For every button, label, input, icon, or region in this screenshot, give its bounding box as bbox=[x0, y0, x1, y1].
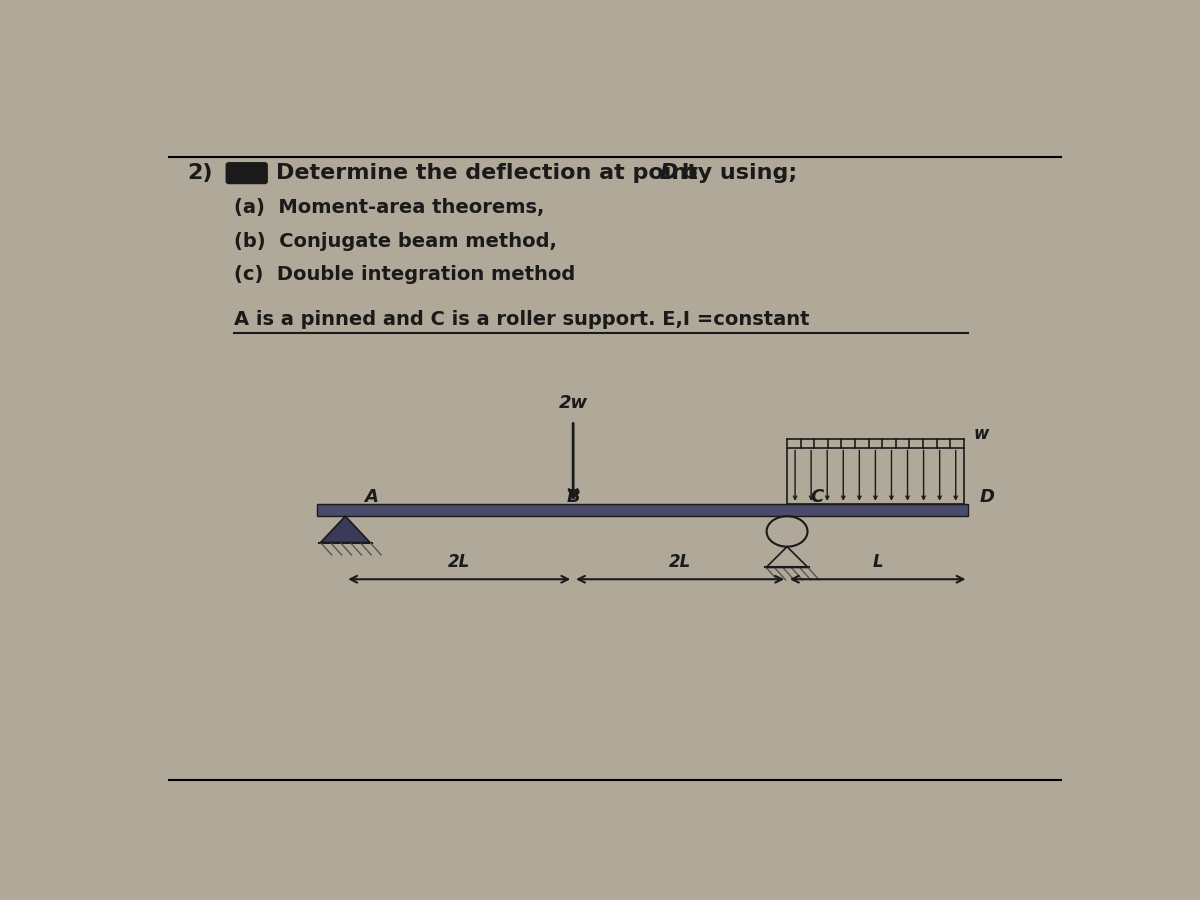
Text: (c)  Double integration method: (c) Double integration method bbox=[234, 265, 575, 284]
Text: D: D bbox=[979, 489, 995, 507]
Text: A is a pinned and C is a roller support. E,I =constant: A is a pinned and C is a roller support.… bbox=[234, 310, 809, 328]
FancyBboxPatch shape bbox=[227, 163, 268, 184]
Text: 2L: 2L bbox=[448, 553, 470, 571]
Text: D: D bbox=[660, 163, 678, 183]
Text: (b)  Conjugate beam method,: (b) Conjugate beam method, bbox=[234, 231, 557, 250]
Polygon shape bbox=[320, 517, 370, 543]
Text: 2): 2) bbox=[187, 163, 212, 183]
Text: A: A bbox=[364, 489, 378, 507]
Text: by using;: by using; bbox=[673, 163, 797, 183]
Text: w: w bbox=[973, 425, 989, 443]
Text: B: B bbox=[566, 489, 580, 507]
Bar bbox=[787, 447, 964, 504]
Text: 2w: 2w bbox=[558, 394, 588, 412]
Text: 2L: 2L bbox=[668, 553, 691, 571]
Text: (a)  Moment-area theorems,: (a) Moment-area theorems, bbox=[234, 198, 544, 217]
Text: Determine the deflection at point: Determine the deflection at point bbox=[276, 163, 706, 183]
Bar bbox=[317, 504, 968, 517]
Text: C: C bbox=[810, 489, 823, 507]
Text: L: L bbox=[872, 553, 883, 571]
